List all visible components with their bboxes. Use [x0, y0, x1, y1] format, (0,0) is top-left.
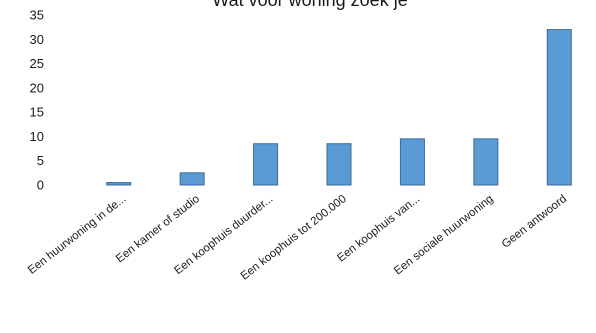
y-tick-label: 35 — [30, 8, 44, 23]
y-tick-label: 15 — [30, 105, 44, 120]
y-tick-label: 25 — [30, 56, 44, 71]
y-tick-label: 10 — [30, 129, 44, 144]
x-axis-labels: Een huurwoning in de...Een kamer of stud… — [26, 193, 569, 283]
bar — [106, 182, 132, 186]
chart-title: Wat voor woning zoek je — [212, 0, 407, 10]
y-tick-label: 0 — [37, 178, 44, 193]
bars — [106, 29, 572, 186]
bar — [473, 138, 499, 186]
y-tick-label: 5 — [37, 153, 44, 168]
bar — [253, 143, 279, 186]
y-axis-ticks: 0 5 10 15 20 25 30 35 — [30, 8, 44, 193]
bar — [326, 143, 352, 186]
x-category-label: Een huurwoning in de... — [26, 193, 129, 277]
bar — [179, 172, 205, 186]
y-tick-label: 20 — [30, 80, 44, 95]
y-tick-label: 30 — [30, 32, 44, 47]
bar — [399, 138, 425, 186]
x-category-label: Geen antwoord — [500, 193, 569, 251]
bar — [546, 29, 572, 186]
